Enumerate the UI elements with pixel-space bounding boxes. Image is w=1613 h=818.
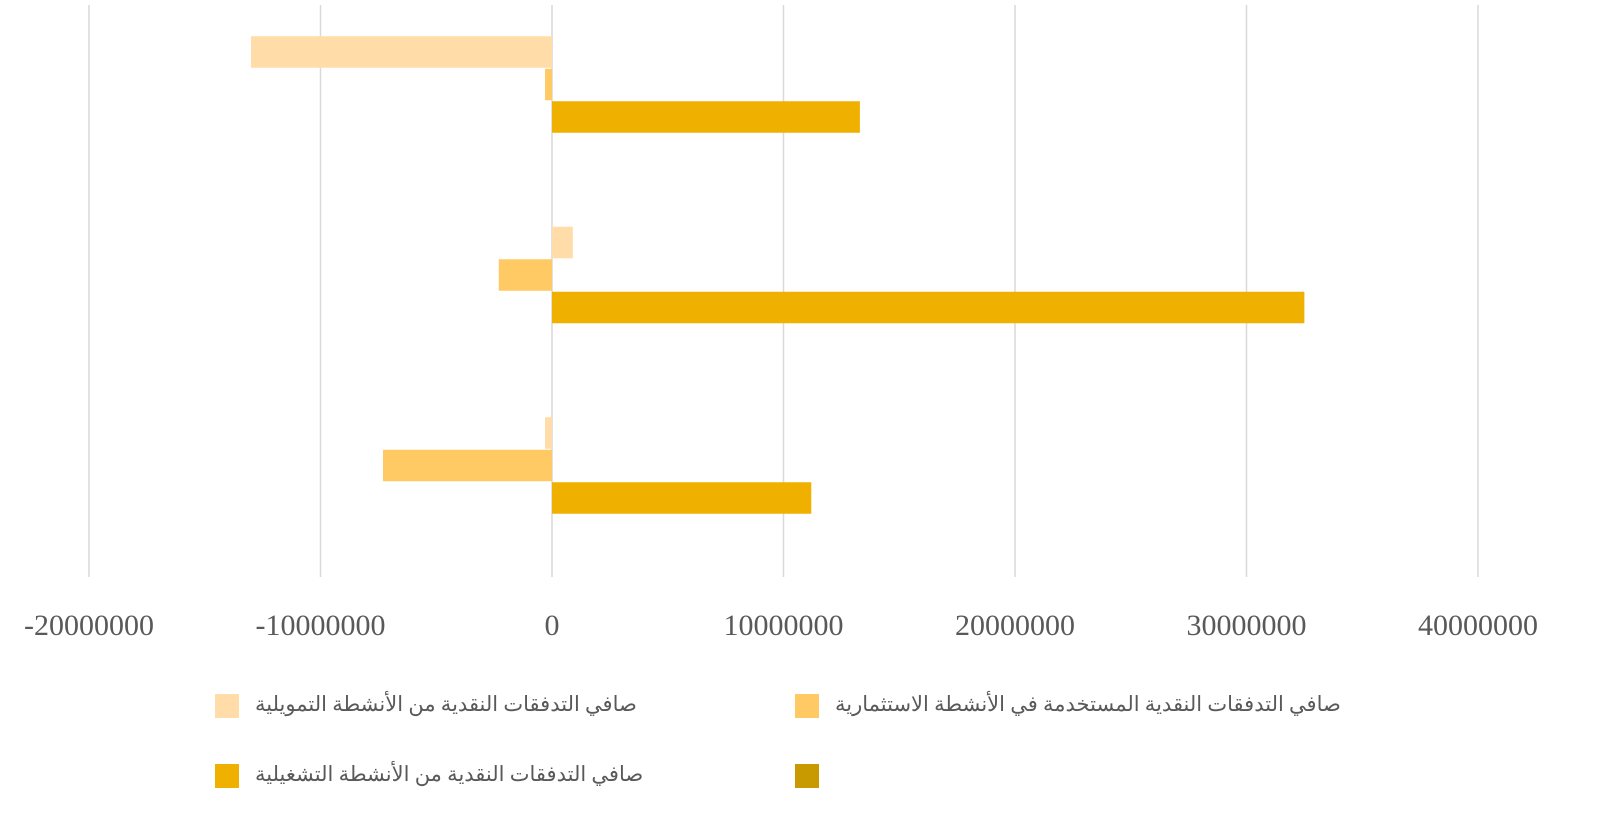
bar	[498, 259, 552, 291]
x-tick-label: 30000000	[1187, 609, 1307, 642]
bar	[545, 417, 552, 449]
x-tick-label: 20000000	[955, 609, 1075, 642]
legend-swatch	[215, 694, 239, 718]
bar	[552, 291, 1305, 324]
x-tick-label: 0	[545, 609, 560, 642]
x-tick-label: 10000000	[724, 609, 844, 642]
x-tick-label: 40000000	[1418, 609, 1538, 642]
legend-swatch	[795, 694, 819, 718]
legend-label: صافي التدفقات النقدية من الأنشطة التمويل…	[255, 690, 637, 717]
legend-label: صافي التدفقات النقدية من الأنشطة التشغيل…	[255, 760, 643, 787]
legend-swatch	[215, 764, 239, 788]
legend-swatch	[795, 764, 819, 788]
bar	[383, 449, 552, 482]
bar	[552, 482, 812, 514]
x-tick-label: -20000000	[24, 609, 154, 642]
bar	[552, 101, 860, 133]
legend-label: صافي التدفقات النقدية المستخدمة في الأنش…	[835, 690, 1341, 717]
x-tick-label: -10000000	[256, 609, 386, 642]
bar	[545, 68, 552, 101]
bar	[552, 226, 573, 259]
bar	[251, 36, 553, 68]
